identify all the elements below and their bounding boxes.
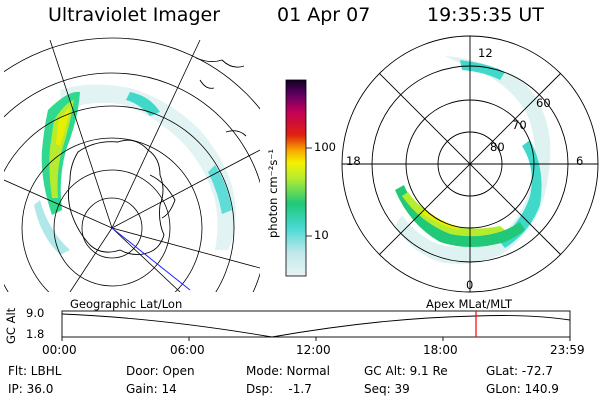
- timeline-right-label: Apex MLat/MLT: [426, 297, 513, 311]
- sequence-readout: Seq: 39: [364, 382, 410, 396]
- image-date: 01 Apr 07: [277, 4, 371, 26]
- timeline-x-tick-0600: 06:00: [170, 343, 205, 357]
- glat-readout: GLat: -72.7: [486, 364, 553, 378]
- mlat-label-80: 80: [490, 140, 505, 154]
- geo-grid: [4, 37, 260, 292]
- ip-readout: IP: 36.0: [8, 382, 54, 396]
- gain-readout: Gain: 14: [126, 382, 177, 396]
- mlt-label-6: 6: [576, 154, 584, 168]
- glon-readout: GLon: 140.9: [486, 382, 559, 396]
- timeline-y-tick-high: 9.0: [26, 306, 45, 320]
- colorbar-tick-100: 100: [314, 140, 336, 154]
- door-readout: Door: Open: [126, 364, 195, 378]
- timeline-y-axis-label: GC Alt: [4, 307, 18, 344]
- gc-alt-readout: GC Alt: 9.1 Re: [364, 364, 448, 378]
- aurora-emission-right: [395, 56, 551, 264]
- mlt-label-0: 0: [466, 278, 474, 292]
- mlt-label-18: 18: [346, 154, 361, 168]
- dsp-readout: Dsp: -1.7: [246, 382, 312, 396]
- altitude-curve: [61, 313, 571, 338]
- mlt-label-12: 12: [478, 46, 493, 60]
- image-time: 19:35:35 UT: [427, 4, 544, 26]
- timeline-x-tick-0000: 00:00: [42, 343, 77, 357]
- color-bar: [285, 79, 307, 277]
- mlat-label-70: 70: [512, 118, 527, 132]
- timeline-ticks: [61, 337, 571, 341]
- timeline-frame: [61, 310, 571, 338]
- timeline-left-label: Geographic Lat/Lon: [70, 297, 183, 311]
- timeline-y-tick-low: 1.8: [26, 327, 45, 341]
- geographic-auroral-map: [4, 37, 260, 292]
- mlat-label-60: 60: [536, 96, 551, 110]
- aurora-emission-left: [34, 84, 236, 255]
- mode-readout: Mode: Normal: [246, 364, 330, 378]
- colorbar-unit-label: photon cm⁻²s⁻¹: [266, 149, 280, 238]
- color-bar-ticks: [306, 147, 312, 237]
- timeline-x-tick-1800: 18:00: [423, 343, 458, 357]
- timeline-x-tick-1200: 12:00: [296, 343, 331, 357]
- image-title: Ultraviolet Imager: [48, 4, 221, 26]
- colorbar-tick-10: 10: [314, 228, 329, 242]
- filter-readout: Flt: LBHL: [8, 364, 62, 378]
- magnetic-meridian: [111, 227, 191, 291]
- timeline-x-tick-2359: 23:59: [550, 343, 585, 357]
- polar-mlt-map: [341, 35, 599, 293]
- polar-grid: [341, 35, 599, 293]
- orbit-timeline: [61, 310, 571, 341]
- coastline: [67, 57, 247, 255]
